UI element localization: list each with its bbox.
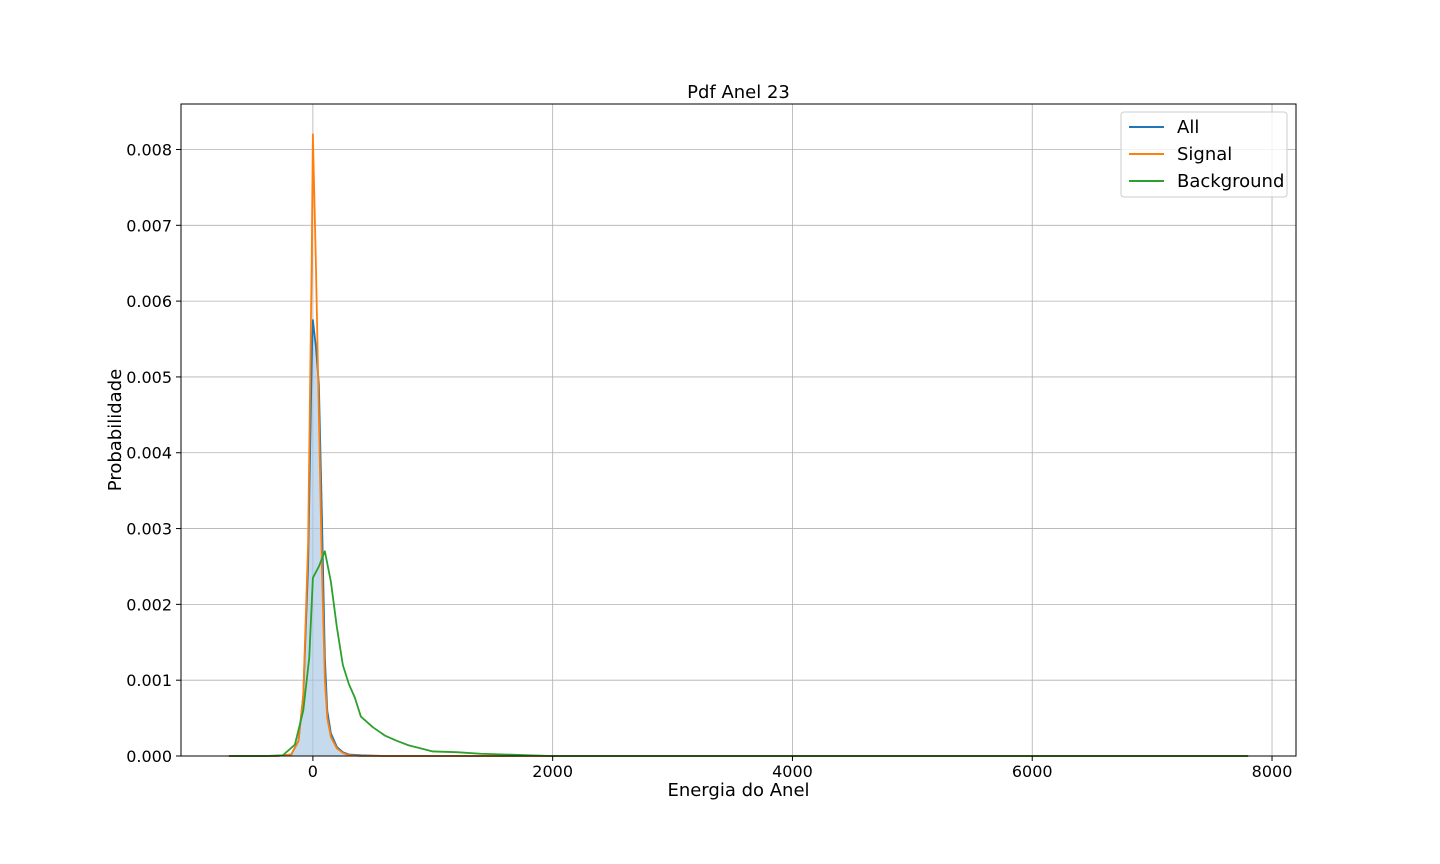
y-axis-ticks: 0.000 0.001 0.002 0.003 0.004 0.005 0.006 0.007… xyxy=(126,140,181,766)
legend-label-background: Background xyxy=(1177,171,1284,192)
legend: All Signal Background xyxy=(1120,111,1288,198)
grid xyxy=(181,104,1296,757)
y-tick-label: 0.007 xyxy=(126,216,172,235)
x-axis-ticks: 0 2000 4000 6000 8000 xyxy=(308,756,1293,781)
legend-label-all: All xyxy=(1177,117,1199,138)
y-tick-label: 0.000 xyxy=(126,747,172,766)
x-tick-label: 8000 xyxy=(1252,762,1293,781)
series-line-background xyxy=(228,550,1249,757)
y-tick-label: 0.006 xyxy=(126,292,172,311)
y-tick-label: 0.004 xyxy=(126,444,172,463)
x-tick-label: 0 xyxy=(308,762,318,781)
y-tick-label: 0.002 xyxy=(126,595,172,614)
x-tick-label: 4000 xyxy=(772,762,813,781)
chart-title: Pdf Anel 23 xyxy=(687,82,790,103)
y-axis-label: Probabilidade xyxy=(105,369,126,491)
legend-label-signal: Signal xyxy=(1177,144,1232,165)
x-axis-label: Energia do Anel xyxy=(667,780,809,801)
y-tick-label: 0.005 xyxy=(126,368,172,387)
y-tick-label: 0.008 xyxy=(126,140,172,159)
x-tick-label: 6000 xyxy=(1012,762,1053,781)
legend-items: All Signal Background xyxy=(1129,117,1284,192)
plot-area-frame xyxy=(180,103,1297,757)
y-tick-label: 0.003 xyxy=(126,520,172,539)
x-tick-label: 2000 xyxy=(532,762,573,781)
legend-box xyxy=(1120,111,1288,198)
y-tick-label: 0.001 xyxy=(126,671,172,690)
